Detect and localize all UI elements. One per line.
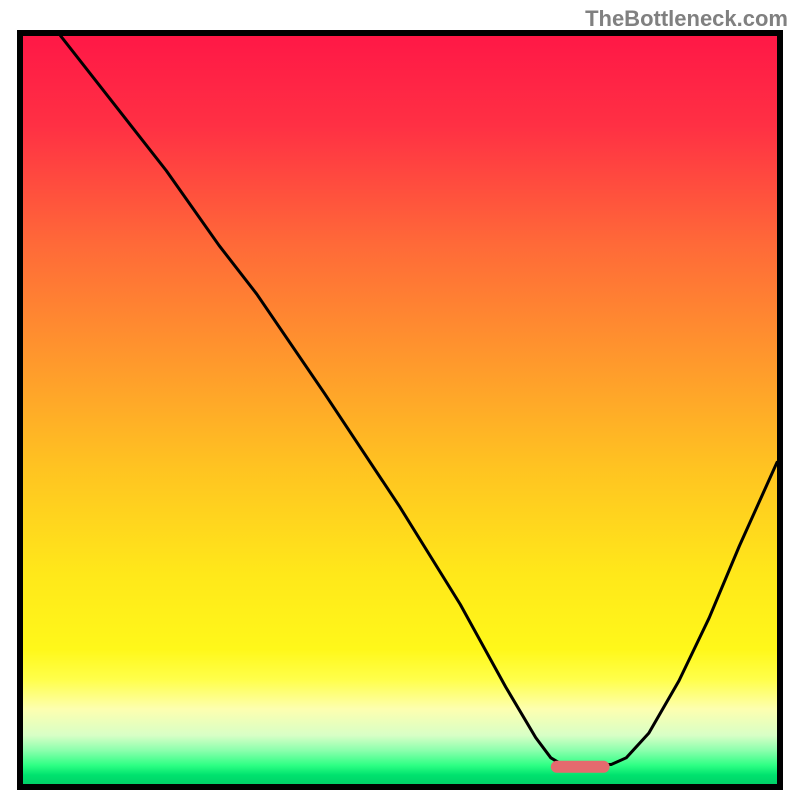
watermark-text: TheBottleneck.com bbox=[585, 6, 788, 32]
plot-frame bbox=[17, 30, 783, 790]
chart-container: TheBottleneck.com bbox=[0, 0, 800, 800]
gradient-background bbox=[23, 36, 777, 784]
optimal-point-marker bbox=[551, 761, 610, 773]
bottleneck-curve-chart bbox=[23, 36, 777, 784]
